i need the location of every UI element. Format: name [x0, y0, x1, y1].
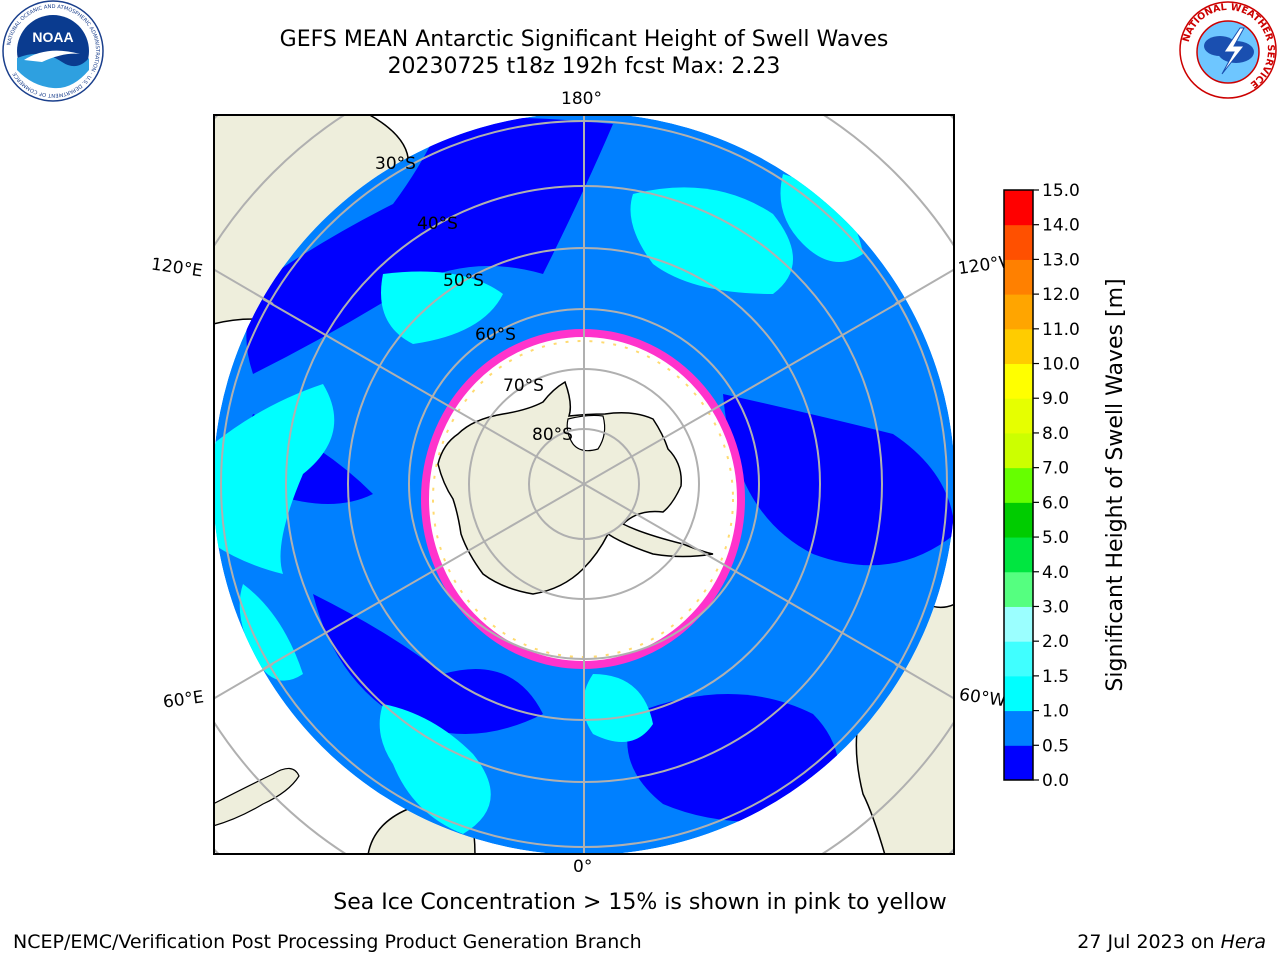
- colorbar-segment: [1004, 398, 1033, 434]
- colorbar: 0.0 0.5 1.0 1.5 2.0 3.0 4.0 5.0 6.0 7.0 8.0 9.0 10.0…: [1003, 181, 1080, 791]
- lat-label-70s: 70°S: [503, 376, 544, 396]
- run-date-text: 27 Jul 2023 on: [1077, 931, 1221, 953]
- colorbar-tick-label: 8.0: [1042, 424, 1069, 444]
- lat-label-80s: 80°S: [532, 425, 573, 445]
- colorbar-segment: [1004, 606, 1033, 642]
- noaa-logo: NOAA NATIONAL OCEANIC AND ATMOSPHERIC AD…: [2, 0, 104, 102]
- colorbar-tick-label: 15.0: [1042, 181, 1080, 201]
- low-swell-region: [246, 117, 614, 374]
- colorbar-tick-label: 0.0: [1042, 771, 1069, 791]
- colorbar-label: Significant Height of Swell Waves [m]: [1103, 278, 1128, 692]
- colorbar-tick-label: 11.0: [1042, 320, 1080, 340]
- sea-ice-caption: Sea Ice Concentration > 15% is shown in …: [333, 890, 947, 915]
- antarctica-ice-shelf: [566, 414, 606, 452]
- high-swell-region: [381, 271, 503, 344]
- colorbar-segment: [1004, 571, 1033, 607]
- colorbar-segment: [1004, 641, 1033, 677]
- colorbar-tick-label: 10.0: [1042, 355, 1080, 375]
- lat-label-60s: 60°S: [475, 325, 516, 345]
- colorbar-segment: [1004, 467, 1033, 503]
- colorbar-tick-label: 4.0: [1042, 563, 1069, 583]
- chart-title: GEFS MEAN Antarctic Significant Height o…: [279, 27, 889, 52]
- colorbar-tick-label: 1.0: [1042, 702, 1069, 722]
- colorbar-tick-label: 1.5: [1042, 667, 1069, 687]
- colorbar-tick-label: 12.0: [1042, 285, 1080, 305]
- colorbar-tick-label: 2.0: [1042, 632, 1069, 652]
- chart-subtitle: 20230725 t18z 192h fcst Max: 2.23: [387, 54, 781, 79]
- colorbar-segment: [1004, 259, 1033, 295]
- colorbar-tick-label: 14.0: [1042, 216, 1080, 236]
- colorbar-segment: [1004, 224, 1033, 260]
- high-swell-region: [583, 674, 653, 742]
- colorbar-frame: [1003, 189, 1034, 781]
- colorbar-segment: [1004, 537, 1033, 573]
- colorbar-tick-label: 9.0: [1042, 389, 1069, 409]
- colorbar-segment: [1004, 190, 1033, 226]
- colorbar-tick-label: 6.0: [1042, 493, 1069, 513]
- colorbar-segment: [1004, 502, 1033, 538]
- run-host: Hera: [1220, 931, 1266, 953]
- madagascar-land: [213, 767, 300, 827]
- colorbar-segment: [1004, 363, 1033, 399]
- producer-credit: NCEP/EMC/Verification Post Processing Pr…: [13, 931, 642, 953]
- lat-label-40s: 40°S: [417, 214, 458, 234]
- graticule: [220, 114, 948, 855]
- nws-logo: NATIONAL WEATHER SERVICE: [1179, 1, 1277, 99]
- colorbar-tick-label: 3.0: [1042, 597, 1069, 617]
- lon-label-120e: 120°E: [149, 254, 204, 282]
- colorbar-segment: [1004, 294, 1033, 330]
- colorbar-tick-label: 5.0: [1042, 528, 1069, 548]
- high-swell-region: [630, 187, 793, 294]
- lon-label-60e: 60°E: [161, 687, 206, 713]
- lat-label-50s: 50°S: [443, 271, 484, 291]
- lat-label-30s: 30°S: [375, 154, 416, 174]
- colorbar-segment: [1004, 675, 1033, 712]
- lon-label-0: 0°: [573, 857, 593, 877]
- colorbar-segment: [1004, 432, 1033, 469]
- high-swell-region: [379, 704, 491, 834]
- colorbar-segment: [1004, 745, 1033, 781]
- lon-label-180: 180°: [561, 89, 602, 109]
- noaa-logo-text: NOAA: [32, 29, 73, 45]
- map-frame: [213, 114, 955, 855]
- colorbar-tick-label: 0.5: [1042, 736, 1069, 756]
- polar-map: 30°S 40°S 50°S 60°S 70°S 80°S: [213, 114, 955, 855]
- colorbar-segment: [1004, 328, 1033, 365]
- high-swell-region: [213, 384, 335, 574]
- low-swell-region: [723, 394, 955, 566]
- colorbar-segment: [1004, 710, 1033, 746]
- high-swell-region: [780, 174, 863, 262]
- low-swell-region: [627, 694, 840, 822]
- run-date: 27 Jul 2023 on Hera: [1077, 931, 1266, 953]
- colorbar-tick-label: 7.0: [1042, 459, 1069, 479]
- colorbar-tick-label: 13.0: [1042, 250, 1080, 270]
